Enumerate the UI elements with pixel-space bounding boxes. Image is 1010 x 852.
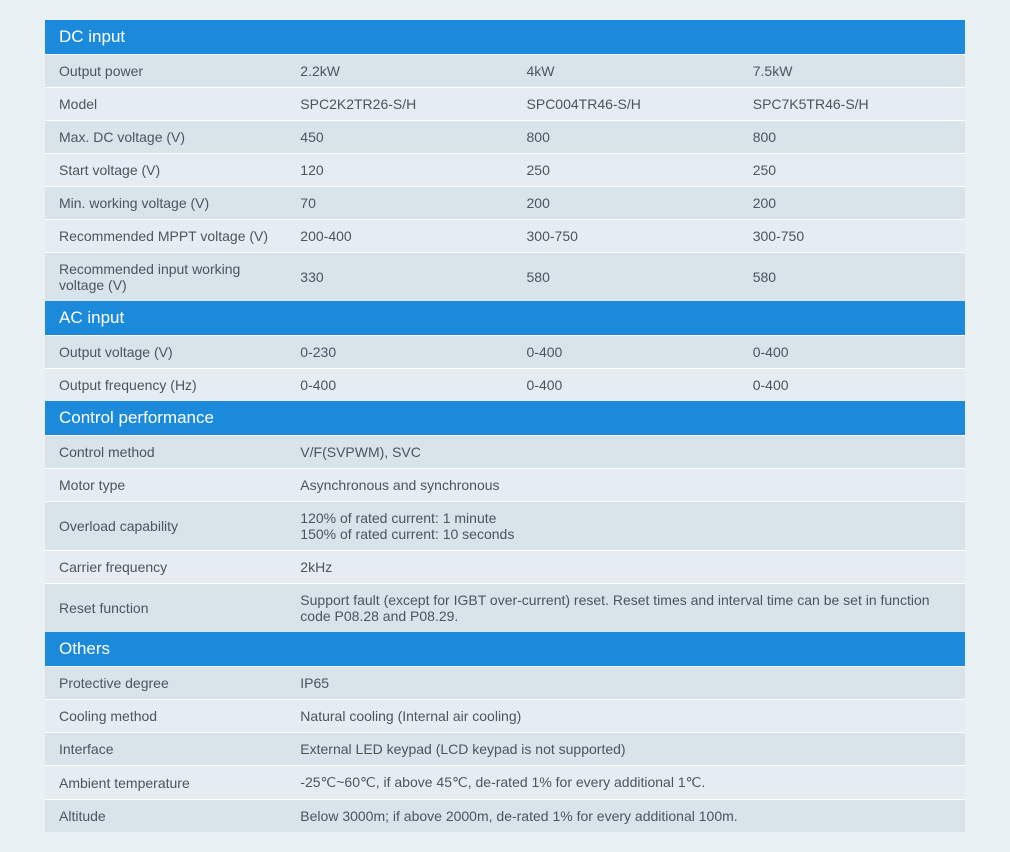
- spec-label: Control method: [45, 435, 286, 468]
- spec-row: Max. DC voltage (V)450800800: [45, 120, 965, 153]
- spec-value: 0-400: [513, 368, 739, 401]
- spec-row: Start voltage (V)120250250: [45, 153, 965, 186]
- spec-label: Start voltage (V): [45, 153, 286, 186]
- section-title: AC input: [45, 301, 965, 335]
- spec-row: Recommended input working voltage (V)330…: [45, 252, 965, 301]
- section-header: Control performance: [45, 401, 965, 435]
- spec-value: 0-400: [286, 368, 512, 401]
- spec-value: 70: [286, 186, 512, 219]
- spec-value: 250: [739, 153, 965, 186]
- section-header: Others: [45, 632, 965, 666]
- spec-value: 200: [739, 186, 965, 219]
- spec-row: Control methodV/F(SVPWM), SVC: [45, 435, 965, 468]
- spec-label: Recommended input working voltage (V): [45, 252, 286, 301]
- spec-value: SPC7K5TR46-S/H: [739, 87, 965, 120]
- spec-value: 300-750: [513, 219, 739, 252]
- spec-value: 2kHz: [286, 550, 965, 583]
- spec-value: 7.5kW: [739, 54, 965, 87]
- spec-row: Output frequency (Hz)0-4000-4000-400: [45, 368, 965, 401]
- spec-value: 330: [286, 252, 512, 301]
- section-header: AC input: [45, 301, 965, 335]
- spec-value: V/F(SVPWM), SVC: [286, 435, 965, 468]
- spec-label: Reset function: [45, 583, 286, 632]
- spec-row: Recommended MPPT voltage (V)200-400300-7…: [45, 219, 965, 252]
- spec-row: ModelSPC2K2TR26-S/HSPC004TR46-S/HSPC7K5T…: [45, 87, 965, 120]
- spec-value: 0-400: [739, 335, 965, 368]
- spec-value: 250: [513, 153, 739, 186]
- spec-label: Output voltage (V): [45, 335, 286, 368]
- spec-label: Carrier frequency: [45, 550, 286, 583]
- spec-value: 0-230: [286, 335, 512, 368]
- spec-label: Recommended MPPT voltage (V): [45, 219, 286, 252]
- spec-value: 2.2kW: [286, 54, 512, 87]
- spec-row: Protective degreeIP65: [45, 666, 965, 699]
- section-title: DC input: [45, 20, 965, 54]
- spec-value: Below 3000m; if above 2000m, de-rated 1%…: [286, 799, 965, 832]
- spec-label: Protective degree: [45, 666, 286, 699]
- spec-value: 0-400: [739, 368, 965, 401]
- spec-value: External LED keypad (LCD keypad is not s…: [286, 732, 965, 765]
- spec-label: Max. DC voltage (V): [45, 120, 286, 153]
- spec-value: Support fault (except for IGBT over-curr…: [286, 583, 965, 632]
- spec-value: Natural cooling (Internal air cooling): [286, 699, 965, 732]
- section-header: DC input: [45, 20, 965, 54]
- spec-table: DC inputOutput power2.2kW4kW7.5kWModelSP…: [45, 20, 965, 832]
- spec-label: Output power: [45, 54, 286, 87]
- spec-value: 300-750: [739, 219, 965, 252]
- spec-value: 120% of rated current: 1 minute150% of r…: [286, 501, 965, 550]
- spec-value: 800: [513, 120, 739, 153]
- spec-row: Output voltage (V)0-2300-4000-400: [45, 335, 965, 368]
- spec-value: 580: [513, 252, 739, 301]
- spec-row: Ambient temperature-25℃~60℃, if above 45…: [45, 765, 965, 799]
- spec-value: SPC004TR46-S/H: [513, 87, 739, 120]
- spec-label: Min. working voltage (V): [45, 186, 286, 219]
- spec-value: 120: [286, 153, 512, 186]
- spec-value: IP65: [286, 666, 965, 699]
- spec-row: AltitudeBelow 3000m; if above 2000m, de-…: [45, 799, 965, 832]
- spec-row: Output power2.2kW4kW7.5kW: [45, 54, 965, 87]
- spec-value: 0-400: [513, 335, 739, 368]
- spec-value: SPC2K2TR26-S/H: [286, 87, 512, 120]
- spec-row: Reset functionSupport fault (except for …: [45, 583, 965, 632]
- spec-label: Ambient temperature: [45, 765, 286, 799]
- spec-row: Carrier frequency2kHz: [45, 550, 965, 583]
- spec-value: 4kW: [513, 54, 739, 87]
- spec-label: Altitude: [45, 799, 286, 832]
- section-title: Others: [45, 632, 965, 666]
- spec-label: Overload capability: [45, 501, 286, 550]
- spec-value: 800: [739, 120, 965, 153]
- spec-value: 200-400: [286, 219, 512, 252]
- spec-value: 200: [513, 186, 739, 219]
- spec-value: Asynchronous and synchronous: [286, 468, 965, 501]
- spec-label: Interface: [45, 732, 286, 765]
- spec-label: Cooling method: [45, 699, 286, 732]
- spec-label: Model: [45, 87, 286, 120]
- spec-label: Output frequency (Hz): [45, 368, 286, 401]
- spec-value: 580: [739, 252, 965, 301]
- spec-value: 450: [286, 120, 512, 153]
- spec-row: InterfaceExternal LED keypad (LCD keypad…: [45, 732, 965, 765]
- spec-row: Cooling methodNatural cooling (Internal …: [45, 699, 965, 732]
- spec-row: Overload capability120% of rated current…: [45, 501, 965, 550]
- spec-value: -25℃~60℃, if above 45℃, de-rated 1% for …: [286, 765, 965, 799]
- spec-row: Motor typeAsynchronous and synchronous: [45, 468, 965, 501]
- spec-label: Motor type: [45, 468, 286, 501]
- section-title: Control performance: [45, 401, 965, 435]
- spec-row: Min. working voltage (V)70200200: [45, 186, 965, 219]
